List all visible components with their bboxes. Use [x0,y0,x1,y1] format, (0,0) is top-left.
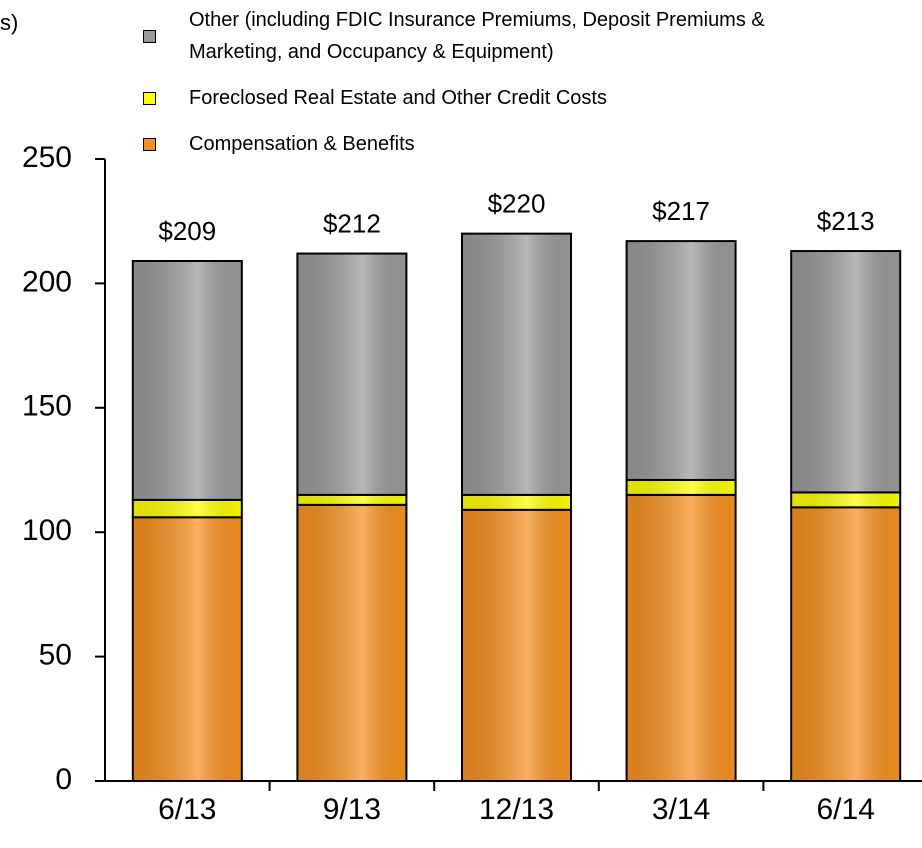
legend-swatch [143,29,156,43]
legend-item: Foreclosed Real Estate and Other Credit … [143,82,861,114]
bar-shade [298,505,406,780]
y-tick-label: 50 [39,639,72,672]
bar-shade [792,493,900,507]
total-label: $212 [323,208,381,238]
bar-shade [133,500,241,517]
x-tick-label: 6/13 [158,793,216,826]
bar-shade [792,508,900,780]
bar-shade [792,252,900,492]
legend-label: Compensation & Benefits [189,133,415,155]
bar-shade [463,234,570,494]
x-tick-label: 3/14 [652,793,710,826]
legend-item: Compensation & Benefits [143,128,861,160]
bar-shade [463,510,570,780]
bar-shade [463,495,570,509]
legend: Other (including FDIC Insurance Premiums… [143,4,861,174]
legend-swatch [143,137,156,151]
bar-shade [298,495,406,504]
bar-shade [133,262,241,499]
bar-shade [133,518,241,780]
bar-shade [298,254,406,494]
y-tick-label: 100 [22,514,72,547]
y-tick-label: 250 [22,141,72,174]
total-label: $217 [652,196,710,226]
legend-label: Foreclosed Real Estate and Other Credit … [189,87,607,109]
bar-shade [627,495,735,780]
legend-item: Other (including FDIC Insurance Premiums… [143,4,861,68]
bar-shade [627,480,735,494]
bar-shade [627,242,735,479]
legend-label: Other (including FDIC Insurance Premiums… [189,9,765,63]
total-label: $220 [488,189,546,219]
y-tick-label: 200 [22,265,72,298]
y-tick-label: 0 [55,763,72,796]
total-label: $213 [817,206,875,236]
y-tick-label: 150 [22,390,72,423]
x-tick-label: 12/13 [479,793,554,826]
x-tick-label: 9/13 [323,793,381,826]
legend-swatch [143,91,156,105]
y-axis-label: s) [0,10,18,35]
total-label: $209 [158,216,216,246]
x-tick-label: 6/14 [817,793,875,826]
